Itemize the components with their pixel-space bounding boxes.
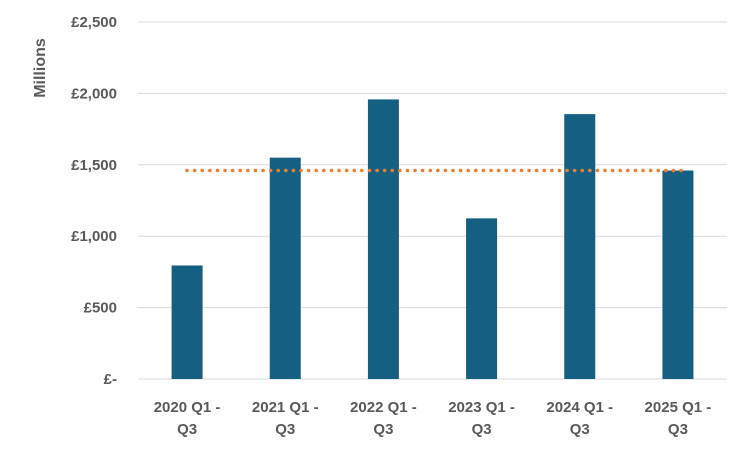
x-tick-label-line: 2021 Q1 -: [252, 399, 319, 416]
x-tick-label: 2025 Q1 - Q3: [645, 399, 712, 438]
y-axis-tick-labels: £- £500 £1,000 £1,500 £2,000 £2,500: [71, 14, 117, 388]
x-tick-label: 2021 Q1 - Q3: [252, 399, 319, 438]
x-tick-label-line: 2020 Q1 -: [154, 399, 221, 416]
y-tick-label: £1,000: [71, 228, 117, 245]
x-tick-label-line: 2024 Q1 -: [546, 399, 613, 416]
y-axis-title: Millions: [32, 38, 49, 98]
x-tick-label-line: Q3: [275, 421, 295, 438]
gridlines: [138, 21, 727, 380]
bar: [171, 265, 203, 379]
x-tick-label: 2023 Q1 - Q3: [448, 399, 515, 438]
x-tick-label-line: 2025 Q1 -: [645, 399, 712, 416]
y-tick-label: £2,500: [71, 14, 117, 31]
y-tick-label: £1,500: [71, 157, 117, 174]
x-tick-label: 2022 Q1 - Q3: [350, 399, 417, 438]
x-tick-label: 2020 Q1 - Q3: [154, 399, 221, 438]
bars: [171, 99, 694, 380]
y-tick-label: £-: [104, 371, 117, 388]
bar: [564, 114, 596, 379]
y-tick-label: £500: [84, 300, 117, 317]
x-tick-label-line: 2023 Q1 -: [448, 399, 515, 416]
bar: [367, 99, 399, 380]
x-tick-label-line: Q3: [570, 421, 590, 438]
bar: [269, 157, 301, 379]
y-tick-label: £2,000: [71, 85, 117, 102]
x-tick-label-line: Q3: [472, 421, 492, 438]
bar: [466, 218, 498, 379]
x-tick-label-line: Q3: [668, 421, 688, 438]
x-tick-label: 2024 Q1 - Q3: [546, 399, 613, 438]
x-tick-label-line: Q3: [373, 421, 393, 438]
bar: [662, 170, 694, 379]
x-tick-label-line: Q3: [177, 421, 197, 438]
x-tick-label-line: 2022 Q1 -: [350, 399, 417, 416]
